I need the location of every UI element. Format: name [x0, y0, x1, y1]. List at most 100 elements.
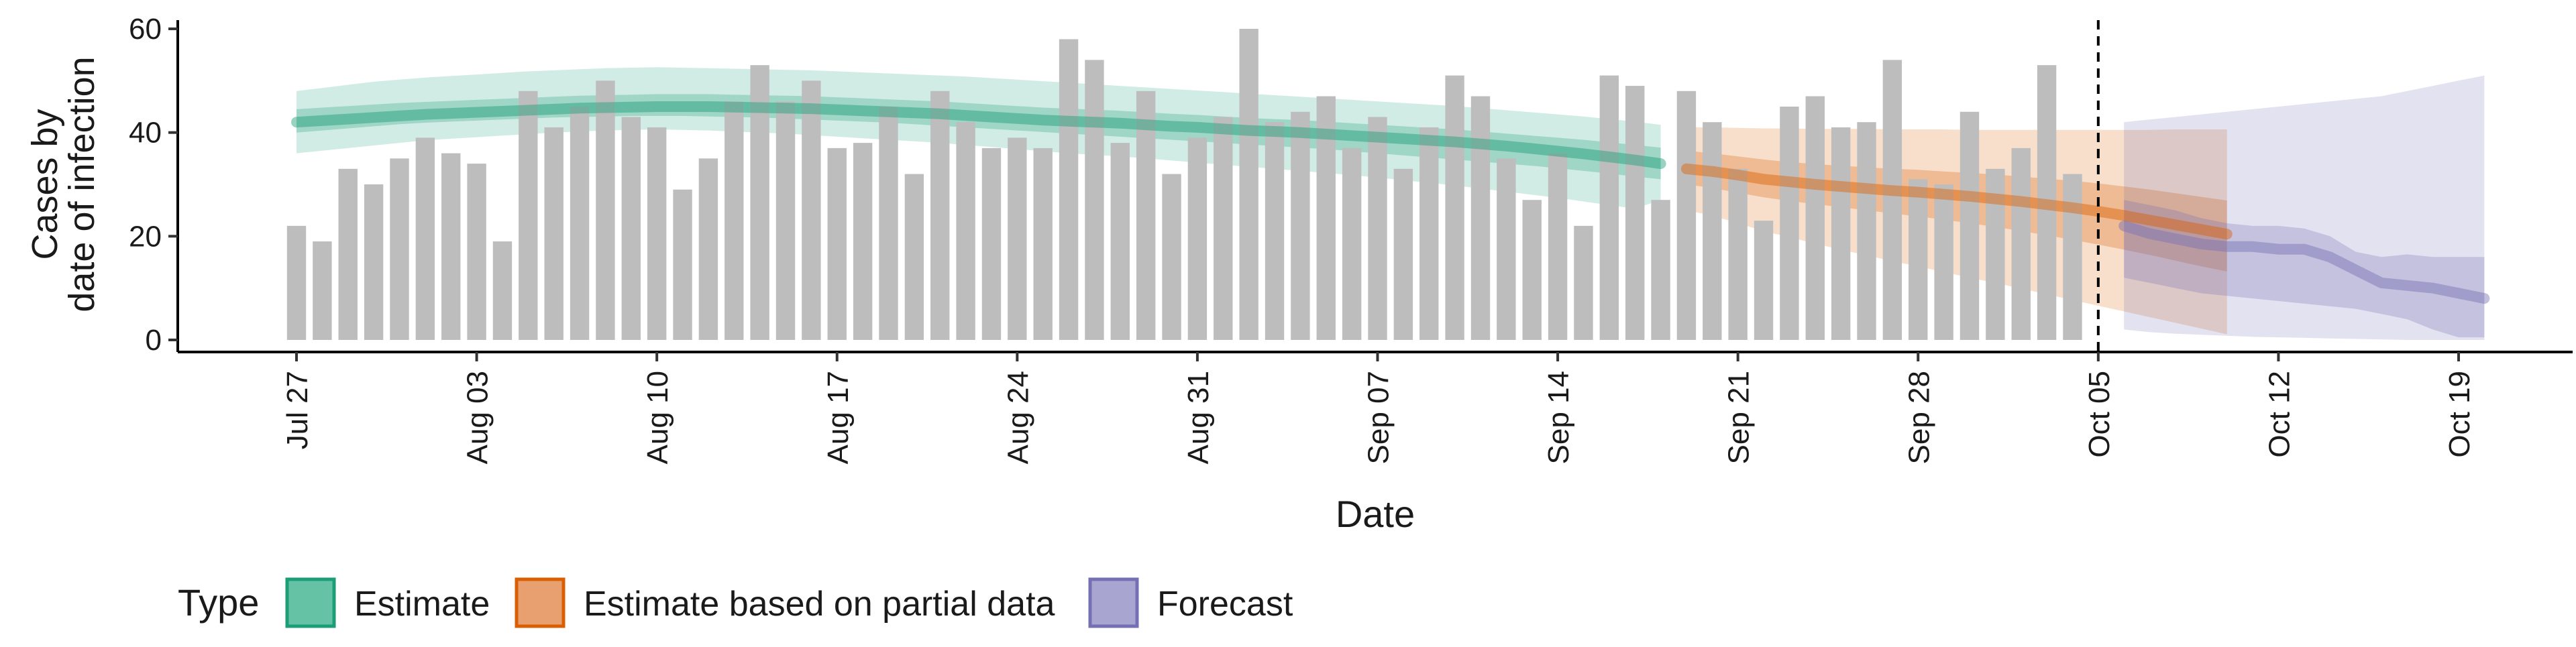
bar-54 — [1651, 200, 1670, 340]
x-tick-label-11: Oct 05 — [2083, 371, 2116, 458]
bar-57 — [1728, 168, 1748, 340]
bar-58 — [1754, 221, 1774, 340]
bar-8 — [467, 164, 486, 341]
x-tick-label-12: Oct 12 — [2263, 371, 2296, 458]
bar-48 — [1497, 158, 1516, 341]
x-tick-label-4: Aug 17 — [822, 371, 855, 464]
bar-26 — [930, 91, 950, 341]
bar-13 — [596, 80, 615, 340]
y-tick-label-20: 20 — [129, 220, 162, 253]
axes: 0 20 40 60 Jul 27 Aug 03 Aug 10 Aug 17 Aug 24 Aug… — [129, 13, 2573, 464]
bar-42 — [1342, 148, 1362, 340]
x-tick-label-9: Sep 21 — [1723, 371, 1756, 464]
bars-layer — [286, 29, 2082, 341]
bar-18 — [724, 101, 744, 340]
bar-39 — [1265, 122, 1285, 340]
bar-3 — [338, 168, 358, 340]
bar-35 — [1162, 174, 1181, 340]
legend-key-3 — [1088, 577, 1139, 628]
y-axis-label-line-1: Cases by — [25, 109, 65, 259]
bar-52 — [1599, 75, 1619, 340]
x-tick-label-2: Aug 03 — [462, 371, 494, 464]
bar-36 — [1187, 137, 1208, 340]
legend-key-2 — [515, 577, 566, 628]
legend-title: Type — [178, 581, 259, 624]
bar-10 — [519, 91, 538, 341]
bar-23 — [853, 143, 873, 340]
bar-24 — [879, 107, 898, 340]
bar-2 — [313, 241, 332, 340]
bar-61 — [1831, 127, 1851, 340]
bar-41 — [1316, 96, 1336, 341]
bar-17 — [698, 158, 718, 341]
legend-key-1 — [285, 577, 336, 628]
bar-47 — [1470, 96, 1491, 341]
bar-7 — [441, 153, 461, 340]
bar-11 — [544, 127, 564, 340]
bar-30 — [1033, 148, 1053, 340]
bar-49 — [1522, 200, 1542, 340]
band-90-series-3 — [2124, 75, 2485, 340]
legend-label-2: Estimate based on partial data — [584, 585, 1055, 624]
bar-20 — [775, 101, 796, 340]
median-lines — [291, 101, 2490, 304]
bar-63 — [1882, 60, 1902, 341]
bar-33 — [1110, 143, 1130, 340]
bar-70 — [2063, 174, 2082, 340]
x-tick-label-5: Aug 24 — [1002, 371, 1034, 464]
bar-28 — [981, 148, 1002, 340]
bar-69 — [2037, 65, 2057, 340]
y-tick-label-40: 40 — [129, 117, 162, 150]
bar-6 — [415, 137, 435, 340]
bar-4 — [364, 184, 384, 340]
bar-68 — [2011, 148, 2031, 340]
bar-1 — [286, 225, 307, 340]
bar-46 — [1445, 75, 1464, 340]
bar-16 — [673, 189, 692, 340]
bar-37 — [1214, 117, 1233, 340]
band-50-series-1 — [297, 94, 1661, 180]
bar-19 — [750, 65, 769, 340]
bar-34 — [1136, 91, 1156, 341]
bar-15 — [647, 127, 667, 340]
median-line-series-3 — [2118, 220, 2490, 304]
bar-31 — [1059, 39, 1079, 340]
x-tick-label-3: Aug 10 — [641, 371, 674, 464]
legend-label-3: Forecast — [1157, 585, 1293, 624]
bar-66 — [1960, 111, 1980, 340]
x-tick-label-1: Jul 27 — [281, 371, 314, 449]
bar-56 — [1703, 122, 1722, 340]
bar-12 — [570, 107, 590, 340]
bar-43 — [1368, 117, 1387, 340]
bar-50 — [1548, 153, 1568, 340]
bar-45 — [1419, 127, 1439, 340]
y-axis-label-line-2: date of infection — [62, 56, 102, 312]
bar-25 — [904, 174, 924, 340]
bar-5 — [390, 158, 409, 341]
bar-53 — [1625, 86, 1645, 341]
bar-22 — [827, 148, 847, 340]
bar-14 — [621, 117, 641, 340]
x-tick-label-7: Sep 07 — [1362, 371, 1395, 464]
median-line-series-1 — [291, 101, 1666, 170]
bar-51 — [1574, 225, 1593, 340]
axis-labels: Cases by date of infection Date — [25, 56, 1415, 535]
y-tick-label-0: 0 — [146, 324, 162, 357]
bar-62 — [1857, 122, 1876, 340]
bar-32 — [1085, 60, 1104, 341]
legend: Type Estimate Estimate based on partial d… — [178, 577, 1293, 628]
x-axis-label: Date — [1336, 493, 1415, 535]
bar-60 — [1805, 96, 1825, 341]
bar-29 — [1008, 137, 1027, 340]
bar-27 — [956, 122, 975, 340]
x-tick-label-13: Oct 19 — [2443, 371, 2476, 458]
bar-65 — [1934, 184, 1953, 340]
x-tick-label-10: Sep 28 — [1902, 371, 1935, 464]
legend-label-1: Estimate — [354, 585, 490, 624]
bar-64 — [1909, 179, 1928, 340]
x-tick-label-8: Sep 14 — [1542, 371, 1575, 464]
bar-38 — [1239, 29, 1258, 340]
median-line-series-2 — [1680, 163, 2233, 240]
